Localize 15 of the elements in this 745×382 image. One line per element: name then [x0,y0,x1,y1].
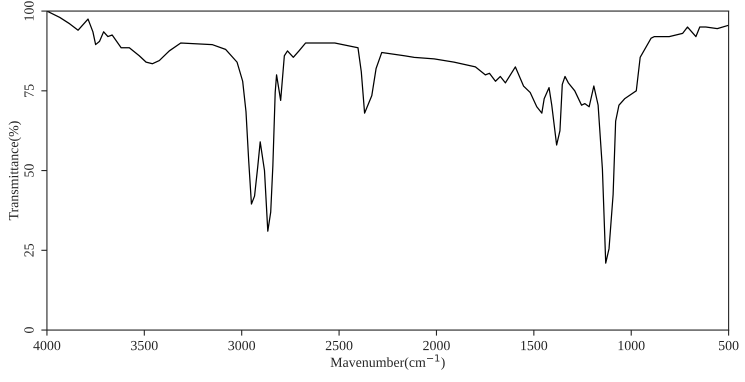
x-tick-label: 3000 [228,340,256,350]
x-tick-label: 1500 [521,340,548,350]
y-axis-title: Transmittance(%) [8,121,22,220]
y-tick-label: 75 [24,84,34,97]
y-tick-label: 0 [24,327,34,333]
x-tick-label: 4000 [33,340,60,350]
x-tick-label: 500 [719,340,738,350]
x-tick-label: 1000 [618,340,645,350]
y-tick-label: 50 [24,164,34,177]
x-tick-label: 3500 [131,340,158,350]
x-tick-label: 2000 [423,340,450,350]
x-tick-label: 2500 [326,340,352,350]
y-tick-label: 25 [24,244,34,257]
y-tick-label: 100 [24,1,34,20]
x-axis-title: Mavenumber(cm$^{−1}$) [330,354,445,370]
